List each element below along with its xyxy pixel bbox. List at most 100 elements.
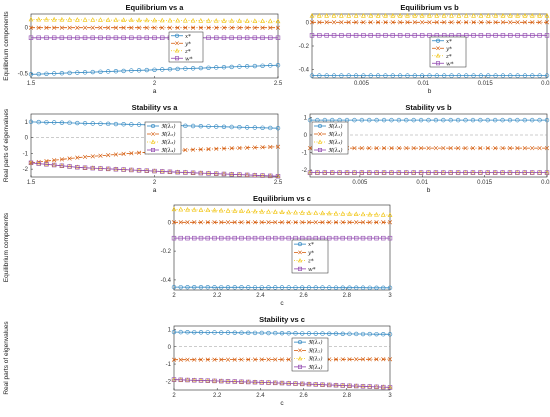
data-point [36,119,41,125]
data-point [90,165,95,171]
data-point [214,65,219,70]
data-point [244,18,250,23]
data-point [313,382,318,387]
plot-frame [173,204,391,291]
data-point [113,35,119,40]
data-point [380,212,386,217]
data-point [198,285,204,290]
data-point [375,13,381,18]
data-point [160,67,165,72]
data-point [354,235,359,241]
legend-marker [318,132,322,136]
series-line [31,19,278,22]
data-point [522,33,528,38]
legend: ℜ(λ₁)ℜ(λ₂) ℜ(λ₃)ℜ(λ₄) [291,337,329,372]
x-tick-label: 0.01 [417,81,429,87]
data-point [441,13,447,18]
data-point [279,220,285,225]
data-point [51,71,57,76]
data-point [330,170,335,175]
data-point [471,20,476,25]
data-point [268,25,273,30]
data-point [252,18,258,23]
data-point [286,235,291,241]
data-point [367,357,372,362]
x-tick-label: 0.02 [541,180,550,186]
data-point [367,146,372,151]
data-point [306,210,312,215]
data-point [426,117,431,123]
y-axis-label: Equilibrium components [3,212,10,282]
data-point [441,73,447,78]
data-point [427,20,432,25]
data-point [340,357,345,362]
data-point [90,121,95,126]
data-point [260,173,265,178]
data-point [359,146,364,151]
data-point [381,117,387,123]
y-tick-label: -0.4 [161,278,172,284]
data-point [90,17,96,22]
x-tick-label: 3 [388,393,392,399]
data-point [190,25,196,30]
data-point [28,119,34,125]
y-axis-label: Equilibrium components [3,11,10,81]
data-point [306,381,312,387]
data-point [129,25,134,30]
chart-title: Equilibrium vs a [126,3,185,12]
data-point [183,147,188,153]
data-point [59,35,65,40]
series-1 [28,62,281,77]
data-point [198,378,204,383]
data-point [293,381,298,386]
data-point [427,13,432,18]
data-point [463,146,468,151]
data-point [198,170,204,176]
y-tick-label: 1 [25,120,29,126]
data-point [448,117,453,123]
data-point [59,157,64,162]
data-point [544,13,550,18]
data-point [185,220,190,225]
data-point [67,156,72,161]
data-point [246,220,251,225]
data-point [44,16,49,22]
data-point [353,20,359,25]
data-point [333,285,339,290]
series-3 [309,13,550,18]
data-point [82,154,88,160]
data-point [327,220,332,225]
data-point [353,33,359,38]
data-point [293,331,298,336]
data-point [279,235,285,241]
data-point [67,17,72,22]
data-point [449,20,454,25]
data-point [121,167,126,172]
data-point [361,13,366,18]
legend-entry: z* [307,259,314,265]
data-point [98,166,103,171]
data-point [192,330,197,335]
data-point [82,25,88,30]
data-point [398,20,403,25]
data-point [129,35,134,40]
data-point [320,210,325,216]
data-point [214,124,219,129]
data-point [152,25,157,30]
data-point [259,357,264,362]
data-point [98,121,103,126]
legend-marker [317,124,322,129]
data-point [266,380,271,385]
data-point [221,124,227,129]
data-point [522,146,527,151]
data-point [306,331,312,336]
data-point [44,120,49,125]
data-point [515,117,520,123]
data-point [183,66,188,71]
data-point [229,124,234,130]
data-point [360,220,366,225]
data-point [190,17,196,23]
data-point [530,146,535,151]
data-point [500,33,506,38]
data-point [412,20,417,25]
